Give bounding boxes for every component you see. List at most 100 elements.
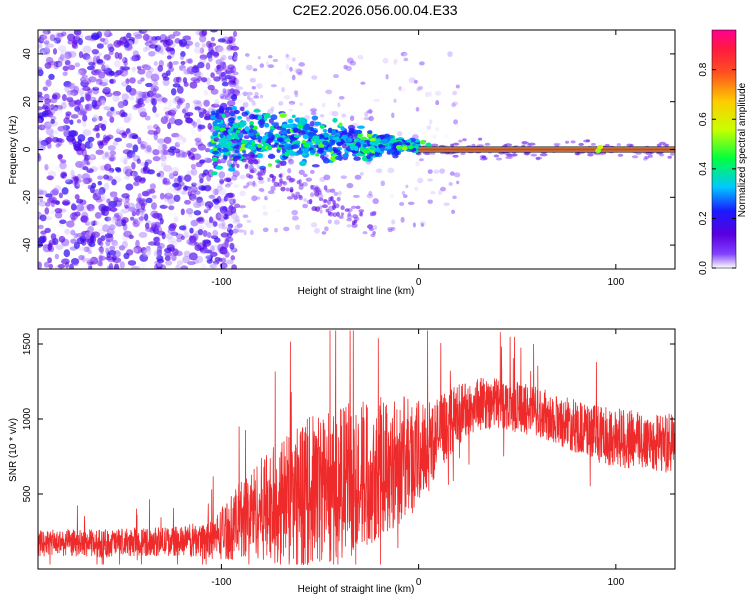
spectrogram-cell [39, 190, 48, 195]
spectrogram-cell [233, 221, 240, 228]
spectrogram-cell [247, 95, 251, 100]
spectrogram-cell [146, 90, 154, 98]
spectrogram-cell [530, 153, 538, 157]
spectrogram-cell [197, 76, 203, 81]
spectrogram-cell [131, 161, 136, 170]
spectrogram-cell [378, 144, 386, 149]
spectrogram-cell [152, 155, 161, 162]
spectrogram-cell [38, 152, 41, 159]
spectrogram-cell [340, 212, 345, 216]
spectrogram-cell [216, 196, 222, 204]
spectrogram-cell [227, 55, 234, 60]
spectrogram-cell [102, 151, 112, 159]
spectrogram-cell [60, 173, 66, 179]
spectrogram-cell [62, 71, 68, 77]
spectrogram-cell [93, 81, 100, 89]
spectrogram-cell [53, 60, 63, 68]
spectrogram-cell [241, 158, 247, 163]
spectrogram-cell [333, 219, 340, 225]
spectrogram-cell [286, 123, 294, 129]
spectrogram-cell [368, 108, 373, 115]
spectrogram-cell [146, 144, 152, 153]
spectrogram-cell [101, 64, 109, 70]
spectrogram-cell [167, 210, 176, 217]
spectrogram-cell [190, 168, 198, 176]
spectrogram-cell [220, 96, 224, 100]
spectrogram-cell [130, 265, 140, 269]
spectrogram-cell [311, 75, 318, 80]
spectrogram-cell [168, 172, 175, 180]
spectrogram-cell [222, 91, 231, 98]
spectrogram-cell [380, 180, 386, 187]
spectrogram-cell [50, 104, 55, 110]
spectrogram-cell [230, 255, 236, 261]
spectrogram-cell [369, 141, 378, 146]
spectrogram-cell [458, 139, 463, 143]
spectrogram-cell [310, 106, 318, 110]
spectrogram-cell [50, 129, 58, 135]
spectrogram-cell [270, 84, 277, 88]
spectrogram-cell [40, 35, 50, 42]
spectrogram-cell [212, 260, 220, 265]
spectrogram-cell [135, 208, 141, 216]
spectrogram-cell [139, 263, 146, 269]
spectrogram-cell [213, 76, 221, 82]
spectrogram-cell [231, 163, 235, 168]
spectrogram-cell [133, 104, 142, 109]
spectrogram-cell [105, 234, 114, 243]
spectrogram-cell [187, 187, 192, 193]
spectrogram-cell [203, 89, 209, 96]
spectrogram-cell [38, 200, 47, 207]
spectrogram-cell [171, 132, 180, 138]
spectrogram-cell [96, 69, 103, 76]
spectrogram-cell [127, 112, 133, 121]
spectrogram-cell [124, 204, 129, 210]
spectrogram-cell [229, 73, 234, 78]
spectrogram-cell [165, 233, 174, 240]
spectrogram-cell [101, 195, 108, 200]
spectrogram-cell [100, 97, 106, 106]
spectrogram-cell [509, 153, 516, 157]
spectrogram-cell [109, 150, 117, 156]
spectrogram-cell [77, 173, 87, 181]
spectrogram-cell [148, 44, 158, 49]
spectrogram-cell [285, 187, 290, 192]
spectrogram-cell [122, 71, 129, 76]
spectrogram-cell [233, 109, 240, 115]
spectrogram-cell [38, 106, 43, 111]
spectrogram-cell [38, 95, 44, 102]
spectrogram-cell [587, 153, 594, 157]
spectrogram-cell [220, 54, 227, 61]
spectrogram-cell [374, 151, 379, 157]
spectrogram-cell [617, 153, 624, 157]
spectrogram-cell [75, 180, 85, 187]
spectrogram-cell [99, 85, 104, 92]
spectrogram-cell [121, 216, 129, 224]
spectrogram-cell [249, 77, 256, 83]
spectrogram-cell [229, 112, 236, 117]
spectrogram-cell [174, 118, 183, 126]
spectrogram-cell [111, 239, 118, 247]
spectrogram-cell [191, 182, 197, 187]
spectrogram-cell [86, 168, 94, 174]
spectrogram-cell [369, 152, 375, 157]
spectrogram-cell [103, 32, 113, 37]
spectrogram-cell [407, 201, 415, 205]
spectrogram-cell [241, 111, 249, 117]
spectrogram-cell [115, 167, 122, 173]
spectrogram-cell [173, 234, 178, 242]
spectrogram-cell [331, 110, 339, 117]
spectrogram-cell [226, 181, 233, 186]
spectrogram-cell [153, 236, 160, 243]
spectrogram-cell [385, 74, 389, 80]
spectrogram-cell [140, 143, 146, 150]
spectrogram-cell [176, 104, 181, 109]
spectrogram-cell [323, 199, 328, 203]
spectrogram-cell [340, 205, 345, 211]
spectrogram-cell [267, 138, 274, 143]
spectrogram-panel: -100 0 100 -40 -20 0 20 40 Height of straight l… [8, 29, 676, 297]
spectrogram-cell [226, 188, 233, 192]
spectrogram-cell [246, 154, 253, 160]
spectrogram-cell [347, 212, 352, 217]
spectrogram-cell [336, 211, 340, 217]
